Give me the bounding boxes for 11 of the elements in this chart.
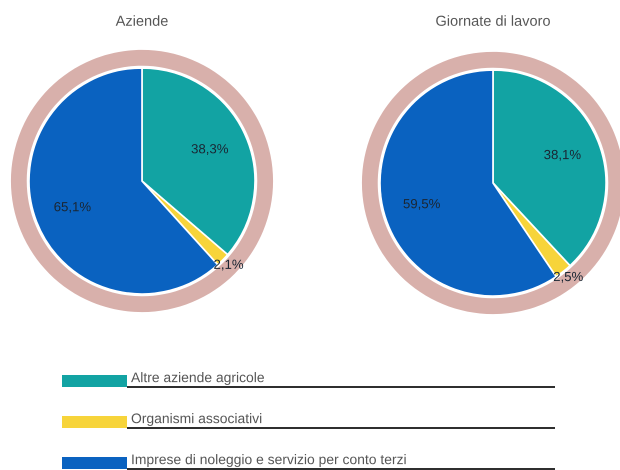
legend-label: Organismi associativi [132, 413, 262, 426]
data-label: 2,5% [554, 272, 583, 283]
data-label: 38,1% [544, 150, 581, 161]
legend-label: Imprese di noleggio e servizio per conto terzi [132, 454, 406, 467]
data-label: 2,1% [214, 260, 244, 271]
legend-label: Altre aziende agricole [131, 372, 264, 385]
data-label: 38,3% [192, 144, 228, 155]
chart-title: Giornate di lavoro [436, 15, 550, 26]
data-label: 59,5% [404, 198, 440, 210]
chart-title: Aziende [116, 15, 168, 26]
data-label: 65,1% [54, 202, 91, 213]
